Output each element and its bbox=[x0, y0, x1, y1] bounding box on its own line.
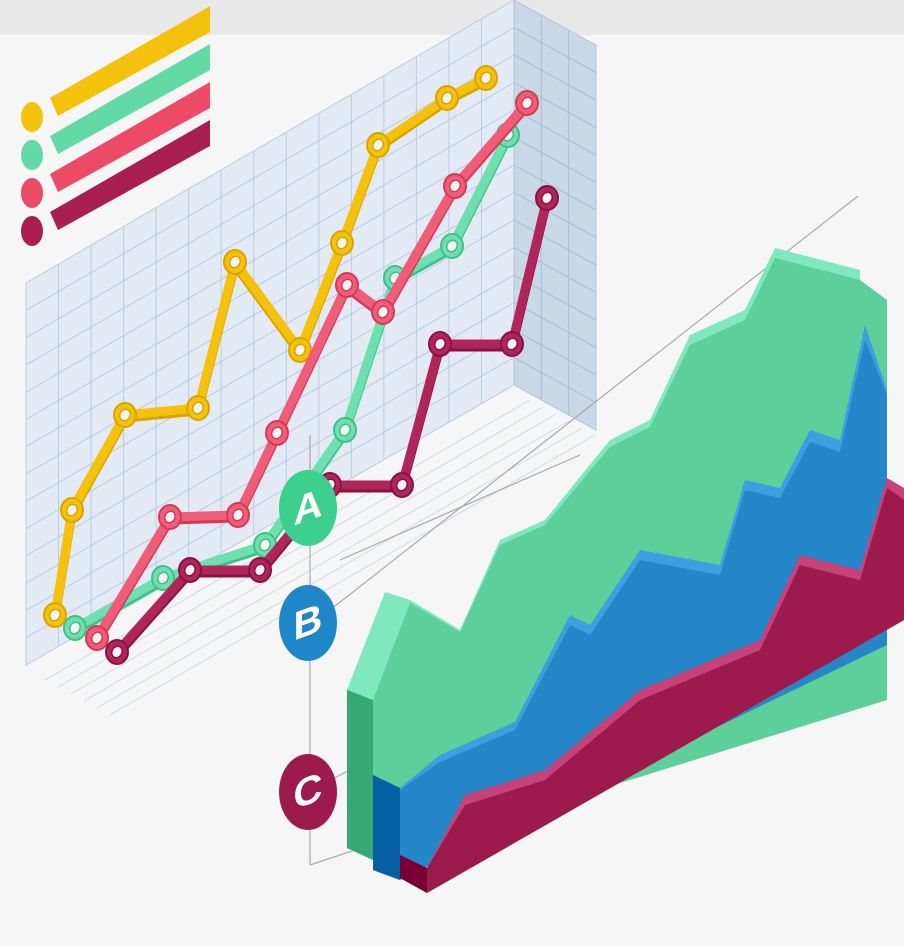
floor-line bbox=[96, 427, 583, 709]
grid-line bbox=[513, 247, 597, 293]
area-side bbox=[347, 690, 373, 860]
area-chart bbox=[347, 248, 904, 893]
legend-bar bbox=[50, 44, 210, 154]
point-hole bbox=[335, 236, 349, 250]
grid-line bbox=[25, 109, 515, 393]
point-hole bbox=[540, 191, 554, 205]
legend-bar bbox=[50, 82, 210, 192]
area-front bbox=[400, 340, 887, 880]
legend-bar bbox=[50, 6, 210, 116]
floor-line bbox=[109, 434, 596, 716]
floor-line bbox=[57, 406, 544, 688]
legend-dot bbox=[21, 140, 43, 170]
grid-line bbox=[513, 164, 597, 211]
point-hole bbox=[340, 278, 354, 292]
label-text: B bbox=[294, 594, 323, 649]
grid-line bbox=[513, 109, 597, 156]
area-front bbox=[427, 488, 904, 893]
grid-line bbox=[25, 247, 515, 530]
floor-line bbox=[83, 420, 570, 702]
area-side bbox=[400, 855, 427, 893]
point-hole bbox=[48, 608, 62, 622]
point-hole bbox=[163, 510, 177, 524]
point-hole bbox=[445, 239, 459, 253]
grid bbox=[25, 15, 597, 716]
point-hole bbox=[433, 337, 447, 351]
guide-line bbox=[339, 454, 581, 561]
grid-line bbox=[25, 54, 515, 339]
legend-dot bbox=[21, 102, 43, 132]
grid-line bbox=[25, 82, 515, 366]
point-hole bbox=[448, 179, 462, 193]
legend bbox=[21, 6, 210, 246]
point-hole bbox=[258, 538, 272, 552]
grid-line bbox=[25, 192, 515, 475]
point-hole bbox=[253, 563, 267, 577]
grid-line bbox=[513, 27, 597, 73]
point-hole bbox=[110, 645, 124, 659]
legend-dot bbox=[21, 216, 43, 246]
floor-line bbox=[70, 413, 557, 695]
point-hole bbox=[191, 401, 205, 415]
label-a: A bbox=[279, 470, 337, 546]
point-hole bbox=[270, 426, 284, 440]
point-hole bbox=[183, 563, 197, 577]
grid-line bbox=[25, 137, 515, 420]
grid-line bbox=[513, 219, 597, 266]
grid-line bbox=[513, 302, 597, 348]
point-hole bbox=[118, 408, 132, 422]
grid-line bbox=[25, 274, 515, 557]
point-hole bbox=[65, 503, 79, 517]
point-hole bbox=[90, 631, 104, 645]
point-hole bbox=[68, 621, 82, 635]
point-hole bbox=[338, 423, 352, 437]
point-hole bbox=[376, 305, 390, 319]
point-hole bbox=[520, 96, 534, 110]
point-hole bbox=[505, 337, 519, 351]
grid-line bbox=[513, 192, 597, 238]
point-hole bbox=[440, 91, 454, 105]
top-bar bbox=[0, 0, 904, 35]
label-badge bbox=[279, 754, 337, 830]
label-b: B bbox=[279, 585, 337, 661]
point-hole bbox=[156, 571, 170, 585]
area-front bbox=[373, 258, 887, 860]
grid-line bbox=[513, 357, 597, 403]
point-hole bbox=[228, 255, 242, 269]
grid-line bbox=[25, 357, 515, 639]
label-badge bbox=[279, 585, 337, 661]
label-c: C bbox=[279, 754, 337, 830]
point-hole bbox=[395, 478, 409, 492]
point-hole bbox=[293, 343, 307, 357]
grid-line bbox=[513, 82, 597, 128]
label-text: A bbox=[294, 479, 323, 534]
legend-dot bbox=[21, 178, 43, 208]
point-hole bbox=[479, 71, 493, 85]
grid-line bbox=[513, 54, 597, 101]
label-text: C bbox=[294, 763, 323, 818]
point-hole bbox=[231, 508, 245, 522]
grid-line bbox=[25, 27, 515, 311]
area-side bbox=[373, 775, 400, 880]
line bbox=[50, 73, 491, 620]
grid-line bbox=[513, 329, 597, 376]
point-hole bbox=[371, 138, 385, 152]
label-badge bbox=[279, 470, 337, 546]
grid-line bbox=[513, 137, 597, 183]
legend-bar bbox=[50, 120, 210, 230]
